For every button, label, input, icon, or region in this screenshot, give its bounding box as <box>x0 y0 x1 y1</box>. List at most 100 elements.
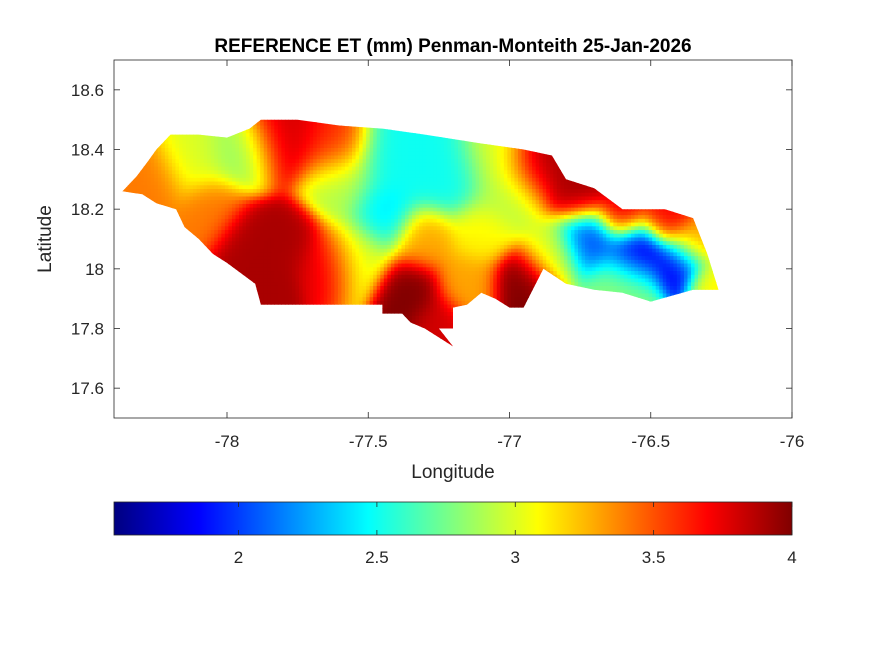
heatmap-cell <box>281 181 286 186</box>
heatmap-cell <box>154 196 159 201</box>
heatmap-cell <box>461 144 466 149</box>
heatmap-cell <box>189 155 194 160</box>
heatmap-cell <box>108 182 112 186</box>
heatmap-cell <box>366 133 371 138</box>
heatmap-cell <box>429 177 434 183</box>
heatmap-cell <box>404 200 410 205</box>
heatmap-cell <box>465 189 470 194</box>
heatmap-cell <box>164 192 169 198</box>
heatmap-cell <box>422 181 427 186</box>
heatmap-cell <box>380 151 385 157</box>
heatmap-cell <box>320 177 325 183</box>
heatmap-cell <box>344 162 350 168</box>
heatmap-cell <box>200 185 205 190</box>
heatmap-cell <box>503 207 508 212</box>
heatmap-cell <box>316 162 321 168</box>
heatmap-cell <box>150 174 155 179</box>
heatmap-cell <box>316 200 321 205</box>
heatmap-cell <box>193 181 198 186</box>
heatmap-cell <box>309 159 314 164</box>
heatmap-cell <box>309 166 314 171</box>
heatmap-cell <box>313 144 318 149</box>
heatmap-cell <box>270 133 275 138</box>
heatmap-cell <box>189 148 194 153</box>
heatmap-cell <box>401 144 406 149</box>
heatmap-cell <box>214 200 219 205</box>
heatmap-cell <box>648 207 653 212</box>
heatmap-cell <box>217 196 222 201</box>
heatmap-cell <box>549 189 554 194</box>
heatmap-cell <box>224 140 230 145</box>
heatmap-cell <box>313 192 318 198</box>
heatmap-cell <box>277 215 282 220</box>
heatmap-cell <box>295 192 300 198</box>
heatmap-cell <box>595 189 600 194</box>
heatmap-cell <box>306 121 311 127</box>
heatmap-cell <box>479 162 484 168</box>
heatmap-cell <box>401 148 406 153</box>
heatmap-cell <box>302 144 307 149</box>
heatmap-cell <box>203 144 208 149</box>
heatmap-cell <box>323 121 328 127</box>
heatmap-cell <box>507 177 512 183</box>
heatmap-cell <box>193 192 198 198</box>
heatmap-cell <box>299 162 304 168</box>
heatmap-cell <box>419 140 424 145</box>
heatmap-cell <box>320 121 325 127</box>
heatmap-cell <box>383 196 388 201</box>
heatmap-cell <box>288 200 293 205</box>
heatmap-cell <box>291 207 297 212</box>
heatmap-cell <box>186 140 191 145</box>
heatmap-cell <box>263 196 268 201</box>
heatmap-cell <box>528 181 533 186</box>
heatmap-cell <box>352 159 357 164</box>
heatmap-cell <box>256 162 261 168</box>
heatmap-cell <box>387 192 392 198</box>
heatmap-cell <box>369 129 374 134</box>
heatmap-cell <box>221 136 226 142</box>
heatmap-cell <box>352 192 357 198</box>
heatmap-cell <box>503 148 508 153</box>
heatmap-cell <box>366 181 371 186</box>
heatmap-cell <box>352 136 357 142</box>
heatmap-cell <box>313 170 318 175</box>
heatmap-cell <box>412 144 417 149</box>
heatmap-cell <box>256 211 261 216</box>
heatmap-cell <box>214 155 219 160</box>
heatmap-cell <box>390 192 395 198</box>
heatmap-cell <box>655 207 660 212</box>
heatmap-cell <box>214 181 219 186</box>
heatmap-cell <box>465 159 470 164</box>
heatmap-cell <box>260 162 265 168</box>
heatmap-cell <box>217 215 222 220</box>
heatmap-cell <box>549 174 554 179</box>
heatmap-cell <box>510 181 516 186</box>
heatmap-cell <box>295 148 300 153</box>
heatmap-cell <box>404 189 410 194</box>
heatmap-cell <box>362 148 367 153</box>
heatmap-cell <box>482 166 487 171</box>
heatmap-cell <box>274 159 279 164</box>
heatmap-cell <box>450 151 456 157</box>
heatmap-cell <box>390 140 395 145</box>
heatmap-cell <box>334 136 339 142</box>
heatmap-cell <box>567 211 572 216</box>
heatmap-cell <box>214 207 219 212</box>
heatmap-cell <box>542 162 547 168</box>
heatmap-cell <box>217 200 222 205</box>
heatmap-cell <box>436 189 441 194</box>
heatmap-cell <box>309 140 314 145</box>
heatmap-cell <box>553 170 558 175</box>
heatmap-cell <box>235 185 240 190</box>
heatmap-cell <box>419 166 424 171</box>
heatmap-cell <box>330 162 335 168</box>
heatmap-cell <box>274 148 279 153</box>
heatmap-cell <box>475 189 480 194</box>
heatmap-cell <box>383 200 388 205</box>
heatmap-cell <box>419 162 424 168</box>
heatmap-cell <box>186 185 191 190</box>
heatmap-cell <box>415 166 420 171</box>
heatmap-cell <box>525 181 530 186</box>
heatmap-cell <box>447 140 452 145</box>
heatmap-cell <box>422 211 427 216</box>
